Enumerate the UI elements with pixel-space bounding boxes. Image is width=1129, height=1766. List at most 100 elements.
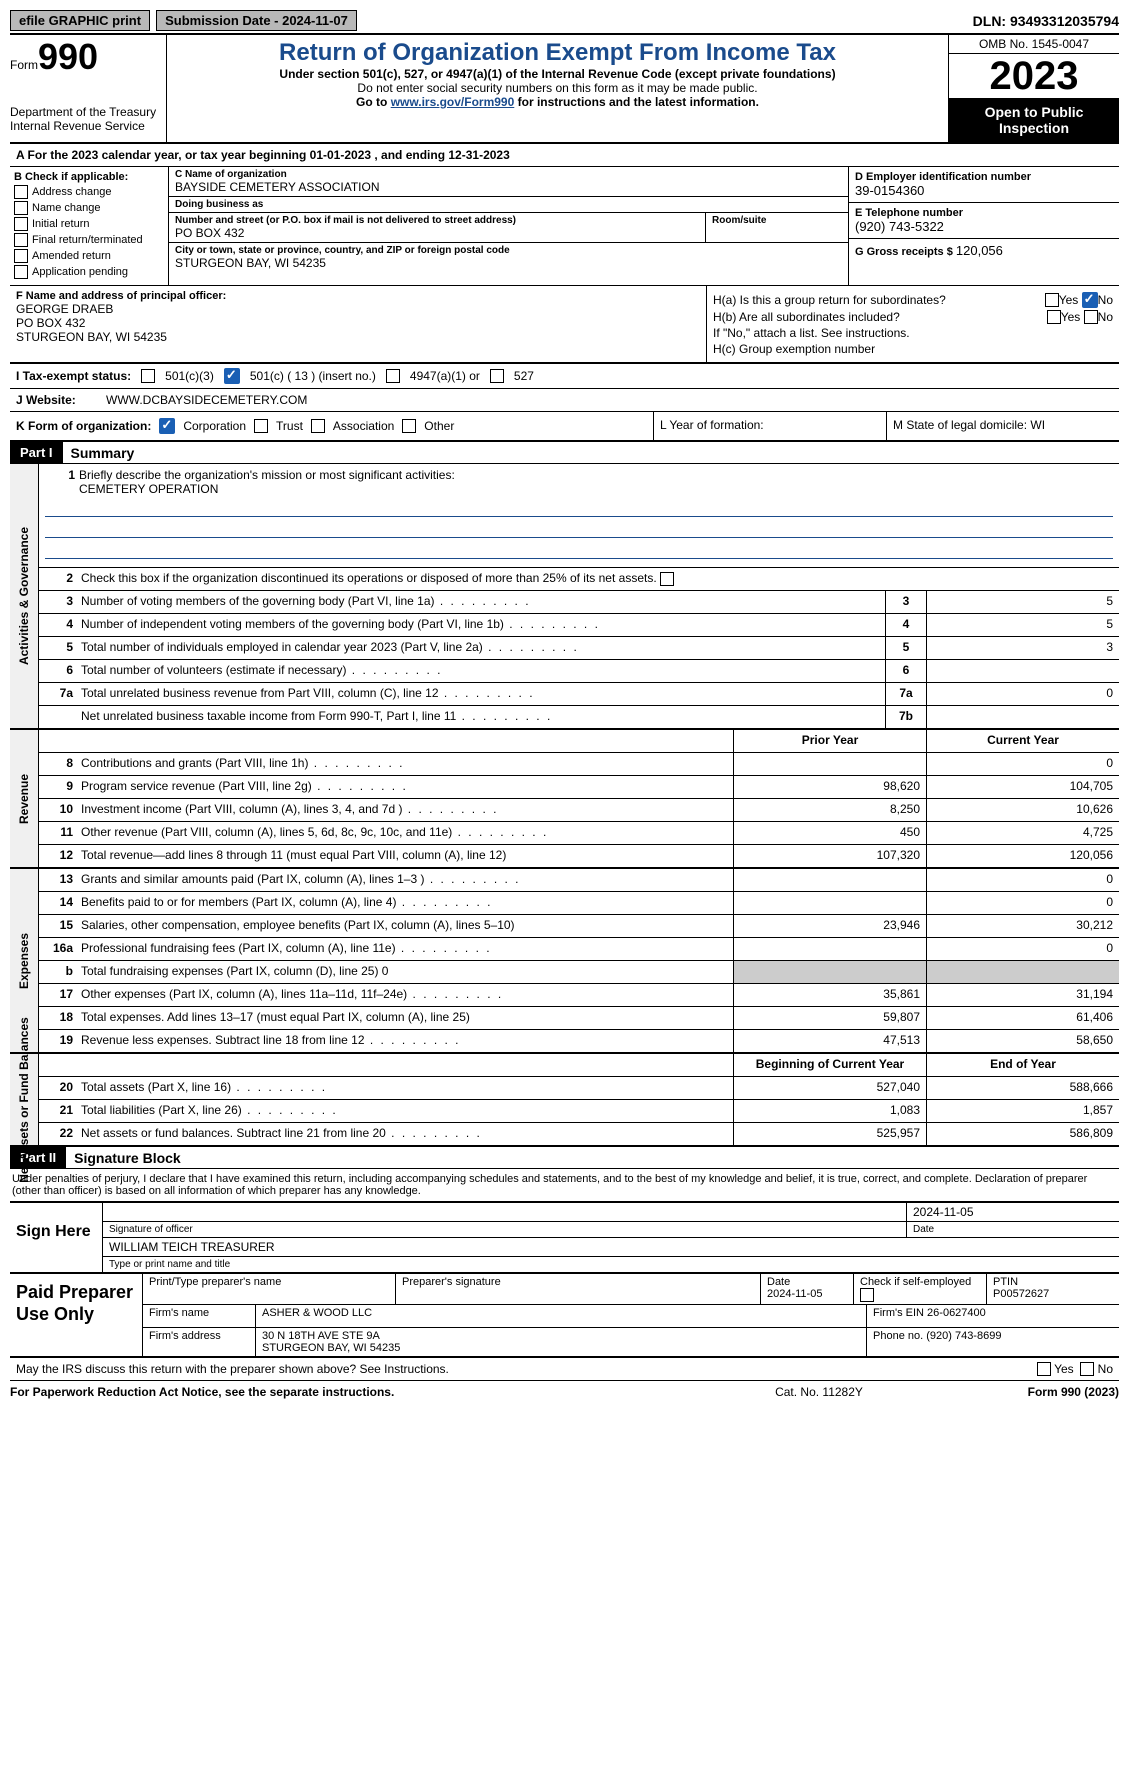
section-expenses: Expenses 13Grants and similar amounts pa… bbox=[10, 869, 1119, 1054]
l10-cy: 10,626 bbox=[926, 799, 1119, 821]
row-klm: K Form of organization: Corporation Trus… bbox=[10, 412, 1119, 442]
k-other-check[interactable] bbox=[402, 419, 416, 433]
ha-yes-check[interactable] bbox=[1045, 293, 1059, 307]
checkbox-app-pending[interactable] bbox=[14, 265, 28, 279]
section-h: H(a) Is this a group return for subordin… bbox=[706, 286, 1119, 362]
checkbox-amended[interactable] bbox=[14, 249, 28, 263]
prep-date-hdr: Date bbox=[767, 1276, 847, 1288]
l18-cy: 61,406 bbox=[926, 1007, 1119, 1029]
opt-app-pending: Application pending bbox=[32, 266, 128, 278]
perjury-statement: Under penalties of perjury, I declare th… bbox=[10, 1169, 1119, 1201]
i-527-check[interactable] bbox=[490, 369, 504, 383]
officer-name: GEORGE DRAEB bbox=[16, 302, 700, 316]
i-4947-check[interactable] bbox=[386, 369, 400, 383]
l3-val: 5 bbox=[926, 591, 1119, 613]
line16b: Total fundraising expenses (Part IX, col… bbox=[77, 961, 733, 983]
top-bar: efile GRAPHIC print Submission Date - 20… bbox=[10, 10, 1119, 35]
form-title: Return of Organization Exempt From Incom… bbox=[175, 39, 940, 67]
line13: Grants and similar amounts paid (Part IX… bbox=[77, 869, 733, 891]
l21-py: 1,083 bbox=[733, 1100, 926, 1122]
line17: Other expenses (Part IX, column (A), lin… bbox=[77, 984, 733, 1006]
goto-line: Go to www.irs.gov/Form990 for instructio… bbox=[175, 95, 940, 109]
discuss-row: May the IRS discuss this return with the… bbox=[10, 1358, 1119, 1381]
line10: Investment income (Part VIII, column (A)… bbox=[77, 799, 733, 821]
firm-phone: (920) 743-8699 bbox=[926, 1330, 1001, 1342]
l15-py: 23,946 bbox=[733, 915, 926, 937]
checkbox-final-return[interactable] bbox=[14, 233, 28, 247]
sign-date: 2024-11-05 bbox=[913, 1205, 1113, 1219]
sign-here-label: Sign Here bbox=[10, 1203, 103, 1272]
mission-line bbox=[45, 500, 1113, 517]
firm-name-label: Firm's name bbox=[143, 1305, 256, 1327]
hb-no-check[interactable] bbox=[1084, 310, 1098, 324]
l21-cy: 1,857 bbox=[926, 1100, 1119, 1122]
k-assoc-check[interactable] bbox=[311, 419, 325, 433]
l17-py: 35,861 bbox=[733, 984, 926, 1006]
ptin-label: PTIN bbox=[993, 1276, 1113, 1288]
l22-cy: 586,809 bbox=[926, 1123, 1119, 1145]
line22: Net assets or fund balances. Subtract li… bbox=[77, 1123, 733, 1145]
section-de: D Employer identification number 39-0154… bbox=[848, 167, 1119, 285]
firm-addr-label: Firm's address bbox=[143, 1328, 256, 1356]
l7b-val bbox=[926, 706, 1119, 728]
submission-date: Submission Date - 2024-11-07 bbox=[156, 10, 357, 31]
hb-yes-check[interactable] bbox=[1047, 310, 1061, 324]
tax-year: 2023 bbox=[949, 54, 1119, 98]
hdr-begin: Beginning of Current Year bbox=[733, 1054, 926, 1076]
checkbox-address-change[interactable] bbox=[14, 185, 28, 199]
prep-date: 2024-11-05 bbox=[767, 1288, 847, 1300]
hc-label: H(c) Group exemption number bbox=[713, 342, 875, 356]
hb-yes: Yes bbox=[1061, 310, 1081, 324]
efile-print-button[interactable]: efile GRAPHIC print bbox=[10, 10, 150, 31]
l11-cy: 4,725 bbox=[926, 822, 1119, 844]
hb-no: No bbox=[1098, 310, 1113, 324]
l12-cy: 120,056 bbox=[926, 845, 1119, 867]
i-501c-check[interactable] bbox=[224, 368, 240, 384]
self-emp-check[interactable] bbox=[860, 1288, 874, 1302]
i-label: I Tax-exempt status: bbox=[16, 369, 131, 383]
i-501c3: 501(c)(3) bbox=[165, 369, 214, 383]
firm-addr1: 30 N 18TH AVE STE 9A bbox=[262, 1330, 860, 1342]
opt-final-return: Final return/terminated bbox=[32, 234, 143, 246]
line9: Program service revenue (Part VIII, line… bbox=[77, 776, 733, 798]
i-527: 527 bbox=[514, 369, 534, 383]
gross-label: G Gross receipts $ bbox=[855, 246, 953, 258]
line6: Total number of volunteers (estimate if … bbox=[77, 660, 885, 682]
discuss-yes-check[interactable] bbox=[1037, 1362, 1051, 1376]
line15: Salaries, other compensation, employee b… bbox=[77, 915, 733, 937]
discuss-yes: Yes bbox=[1054, 1362, 1074, 1376]
paperwork-notice: For Paperwork Reduction Act Notice, see … bbox=[10, 1385, 719, 1399]
checkbox-initial-return[interactable] bbox=[14, 217, 28, 231]
k-corp-check[interactable] bbox=[159, 418, 175, 434]
prep-name-hdr: Print/Type preparer's name bbox=[143, 1274, 396, 1304]
line21: Total liabilities (Part X, line 26) bbox=[77, 1100, 733, 1122]
part1-header: Part I Summary bbox=[10, 442, 1119, 464]
line7a: Total unrelated business revenue from Pa… bbox=[77, 683, 885, 705]
firm-name: ASHER & WOOD LLC bbox=[256, 1305, 867, 1327]
goto-link[interactable]: www.irs.gov/Form990 bbox=[391, 95, 515, 109]
i-501c3-check[interactable] bbox=[141, 369, 155, 383]
line8: Contributions and grants (Part VIII, lin… bbox=[77, 753, 733, 775]
city-label: City or town, state or province, country… bbox=[175, 245, 842, 256]
discuss-no: No bbox=[1098, 1362, 1113, 1376]
row-i: I Tax-exempt status: 501(c)(3) 501(c) ( … bbox=[10, 363, 1119, 389]
l18-py: 59,807 bbox=[733, 1007, 926, 1029]
l7a-val: 0 bbox=[926, 683, 1119, 705]
l13-py bbox=[733, 869, 926, 891]
department: Department of the Treasury Internal Reve… bbox=[10, 105, 160, 133]
m-state: M State of legal domicile: WI bbox=[887, 412, 1119, 440]
checkbox-name-change[interactable] bbox=[14, 201, 28, 215]
line12: Total revenue—add lines 8 through 11 (mu… bbox=[77, 845, 733, 867]
ha-no-check[interactable] bbox=[1082, 292, 1098, 308]
j-label: J Website: bbox=[16, 393, 106, 407]
part1-tag: Part I bbox=[10, 442, 63, 463]
l16a-cy: 0 bbox=[926, 938, 1119, 960]
l2-check[interactable] bbox=[660, 572, 674, 586]
discuss-no-check[interactable] bbox=[1080, 1362, 1094, 1376]
l19-cy: 58,650 bbox=[926, 1030, 1119, 1052]
k-trust-check[interactable] bbox=[254, 419, 268, 433]
sig-date-label: Date bbox=[913, 1224, 934, 1235]
line18: Total expenses. Add lines 13–17 (must eq… bbox=[77, 1007, 733, 1029]
website: WWW.DCBAYSIDECEMETERY.COM bbox=[106, 393, 307, 407]
k-corp: Corporation bbox=[183, 419, 246, 433]
